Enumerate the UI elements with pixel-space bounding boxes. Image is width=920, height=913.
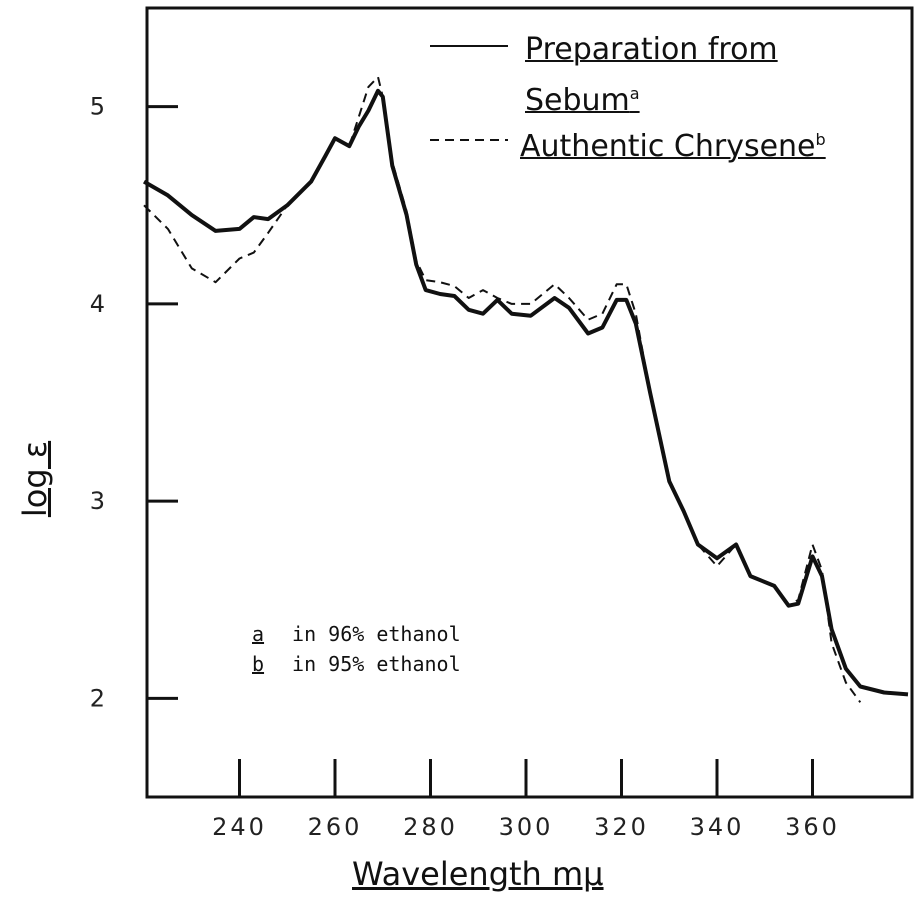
data-line — [142, 88, 909, 697]
y-tick-label: 3 — [90, 487, 108, 515]
x-tick-label: 340 — [690, 813, 745, 841]
y-tick-label: 2 — [90, 684, 108, 712]
y-tick-label: 5 — [90, 93, 108, 121]
data-line — [143, 76, 862, 703]
legend-entry: Authentic Chryseneb — [520, 129, 826, 164]
x-tick-label: 280 — [403, 813, 458, 841]
legend-entry: Preparation from Sebuma — [525, 32, 778, 118]
y-axis-label: log ε — [16, 440, 54, 518]
x-tick-label: 260 — [308, 813, 363, 841]
x-axis-label: Wavelength mμ — [352, 855, 604, 893]
plot-frame — [145, 6, 914, 799]
annotation: a in 96% ethanol — [252, 622, 461, 646]
x-tick-label: 300 — [499, 813, 554, 841]
y-tick-label: 4 — [90, 290, 108, 318]
x-tick-label: 240 — [212, 813, 267, 841]
x-tick-label: 320 — [594, 813, 649, 841]
annotation: b in 95% ethanol — [252, 652, 461, 676]
x-tick-label: 360 — [785, 813, 840, 841]
